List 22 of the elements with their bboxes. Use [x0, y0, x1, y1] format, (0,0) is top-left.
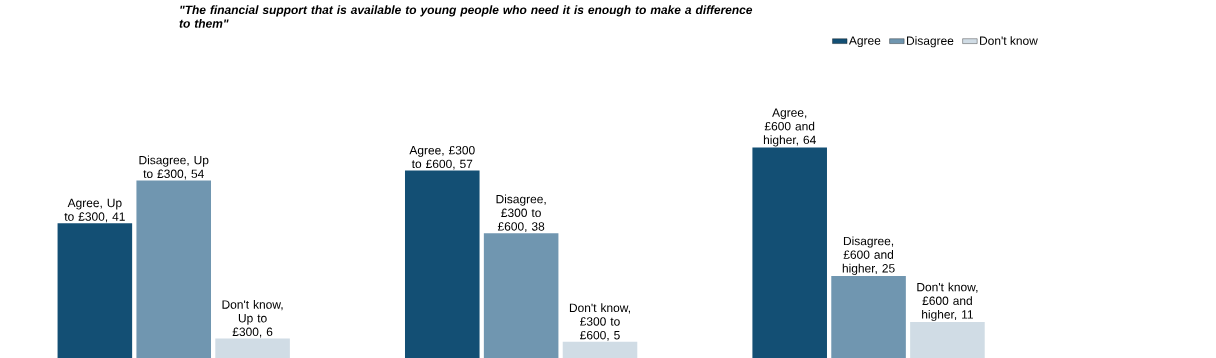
data-label: Disagree, £300 to £600, 38 — [496, 194, 546, 232]
bar — [752, 147, 827, 358]
bar — [562, 341, 638, 358]
legend-label: Don't know — [980, 36, 1038, 45]
bar — [57, 223, 133, 358]
bar — [404, 170, 480, 358]
bar — [483, 232, 559, 358]
bar — [136, 180, 212, 358]
legend-label: Agree — [848, 36, 881, 47]
data-label: Agree, Up to £300, 41 — [64, 198, 125, 223]
legend-label: Disagree — [907, 36, 954, 48]
bar — [910, 321, 985, 358]
data-label: Agree, £600 and higher, 64 — [763, 108, 816, 147]
data-label: Don't know, £300 to £600, 5 — [569, 303, 630, 341]
data-label: Don't know, £600 and higher, 11 — [917, 282, 978, 321]
data-label: Disagree, £600 and higher, 25 — [842, 236, 895, 275]
data-label: Don't know, Up to £300, 6 — [222, 299, 283, 338]
chart-title: "The financial support that is available to young people who need it is enough to make a difference to them" — [179, 5, 753, 28]
data-label: Disagree, Up to £300, 54 — [139, 155, 209, 180]
data-label: Agree, £300 to £600, 57 — [409, 145, 475, 170]
bar — [215, 338, 290, 358]
bar — [831, 275, 906, 358]
